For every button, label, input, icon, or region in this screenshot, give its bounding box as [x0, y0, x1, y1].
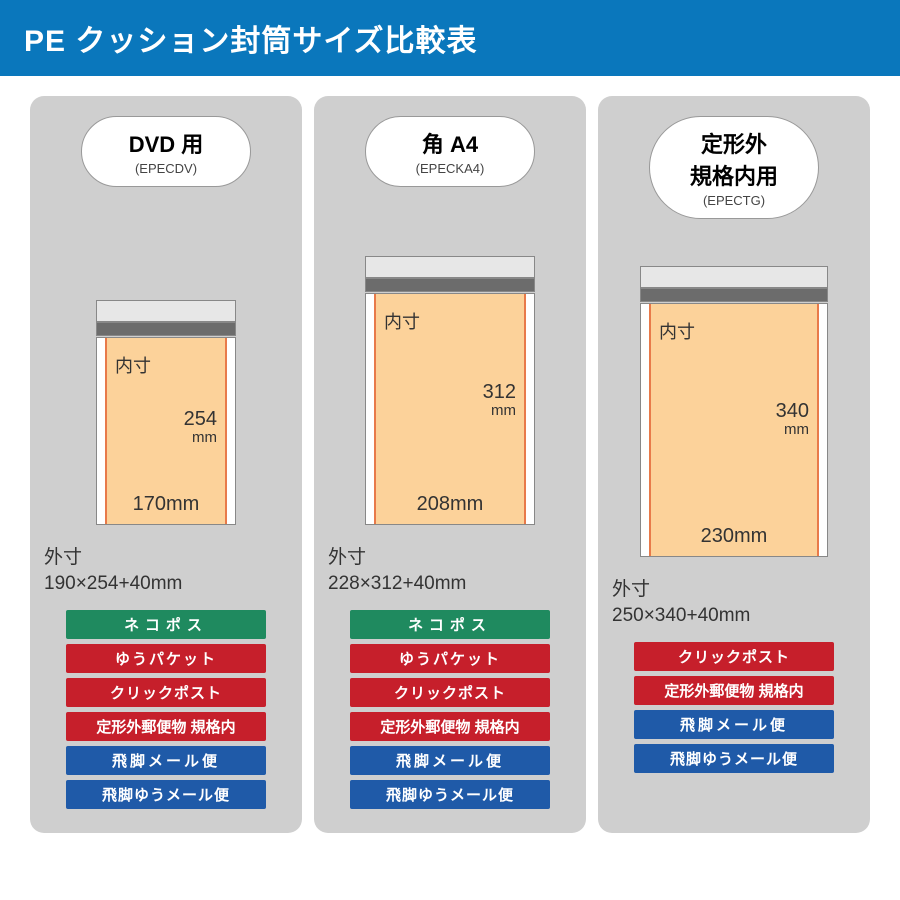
page-title: PE クッション封筒サイズ比較表 [0, 0, 900, 76]
inner-height: 312mm [483, 382, 516, 419]
service-badge: 飛脚ゆうメール便 [634, 744, 834, 773]
envelope-flap-dark [640, 288, 828, 302]
service-badge: 飛脚メール便 [66, 746, 266, 775]
service-badge: 飛脚ゆうメール便 [350, 780, 550, 809]
envelope-flap-dark [96, 322, 236, 336]
inner-width: 208mm [366, 493, 534, 516]
service-badge: 定形外郵便物 規格内 [350, 712, 550, 741]
product-header: 定形外規格内用 (EPECTG) [649, 116, 819, 219]
envelope-flap [96, 300, 236, 322]
envelope-area: 内寸 254mm 170mm [44, 205, 288, 525]
envelope-flap [365, 256, 535, 278]
envelope-area: 内寸 340mm 230mm [612, 237, 856, 557]
inner-width: 170mm [97, 493, 235, 516]
inner-label: 内寸 [115, 352, 151, 378]
product-column: 角 A4 (EPECKA4) 内寸 312mm 208mm 外寸228×312+40mm ネ… [314, 96, 586, 833]
outer-dimensions: 外寸228×312+40mm [328, 545, 466, 596]
inner-height: 340mm [776, 401, 809, 438]
service-badge: クリックポスト [350, 678, 550, 707]
product-header: DVD 用 (EPECDV) [81, 116, 251, 187]
badges: ネコポスゆうパケットクリックポスト定形外郵便物 規格内飛脚メール便飛脚ゆうメール… [328, 610, 572, 809]
outer-dimensions: 外寸190×254+40mm [44, 545, 182, 596]
product-code: (EPECTG) [678, 193, 790, 208]
envelope-area: 内寸 312mm 208mm [328, 205, 572, 525]
envelope-flap [640, 266, 828, 288]
service-badge: 定形外郵便物 規格内 [634, 676, 834, 705]
service-badge: ネコポス [66, 610, 266, 639]
columns-container: DVD 用 (EPECDV) 内寸 254mm 170mm 外寸190×254+40mm ネ… [0, 76, 900, 853]
badges: ネコポスゆうパケットクリックポスト定形外郵便物 規格内飛脚メール便飛脚ゆうメール… [44, 610, 288, 809]
service-badge: 飛脚メール便 [350, 746, 550, 775]
inner-label: 内寸 [659, 318, 695, 344]
product-name: DVD 用 [110, 127, 222, 159]
envelope: 内寸 340mm 230mm [640, 303, 828, 557]
outer-dimensions: 外寸250×340+40mm [612, 577, 750, 628]
badges: クリックポスト定形外郵便物 規格内飛脚メール便飛脚ゆうメール便 [612, 642, 856, 773]
service-badge: 定形外郵便物 規格内 [66, 712, 266, 741]
product-name: 角 A4 [394, 127, 506, 159]
service-badge: クリックポスト [66, 678, 266, 707]
service-badge: ゆうパケット [66, 644, 266, 673]
product-header: 角 A4 (EPECKA4) [365, 116, 535, 187]
service-badge: クリックポスト [634, 642, 834, 671]
product-column: DVD 用 (EPECDV) 内寸 254mm 170mm 外寸190×254+40mm ネ… [30, 96, 302, 833]
inner-height: 254mm [184, 409, 217, 446]
product-code: (EPECKA4) [394, 161, 506, 176]
envelope-flap-dark [365, 278, 535, 292]
product-name: 定形外規格内用 [678, 127, 790, 191]
envelope: 内寸 254mm 170mm [96, 337, 236, 525]
service-badge: ネコポス [350, 610, 550, 639]
product-column: 定形外規格内用 (EPECTG) 内寸 340mm 230mm 外寸250×340+40m… [598, 96, 870, 833]
inner-width: 230mm [641, 525, 827, 548]
inner-label: 内寸 [384, 308, 420, 334]
product-code: (EPECDV) [110, 161, 222, 176]
service-badge: 飛脚メール便 [634, 710, 834, 739]
envelope: 内寸 312mm 208mm [365, 293, 535, 525]
service-badge: ゆうパケット [350, 644, 550, 673]
service-badge: 飛脚ゆうメール便 [66, 780, 266, 809]
